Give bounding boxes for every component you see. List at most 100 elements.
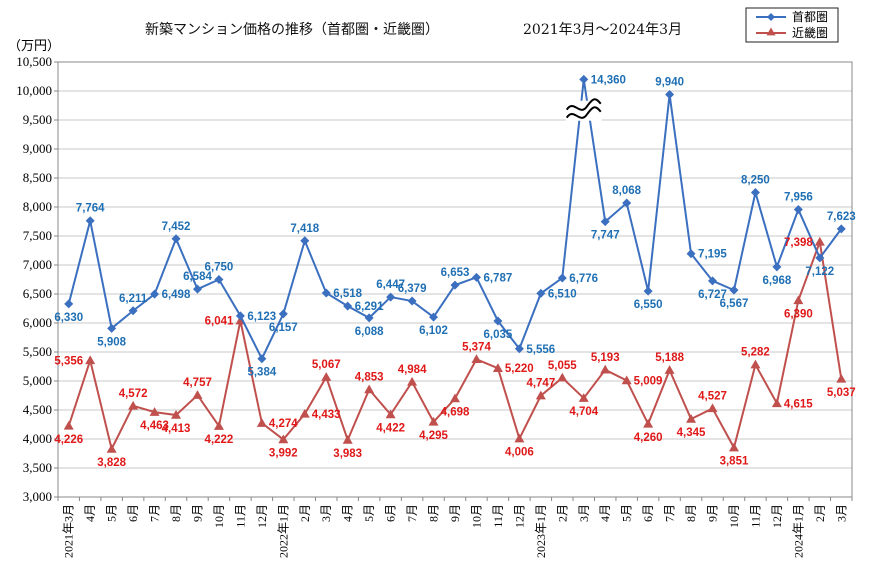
marker-triangle (85, 355, 96, 365)
marker-triangle (278, 434, 289, 444)
data-label: 8,250 (741, 175, 770, 187)
marker-triangle (686, 413, 697, 423)
data-label: 4,413 (162, 423, 191, 435)
data-label: 7,623 (827, 211, 856, 223)
x-tick-label: 12月 (770, 504, 784, 528)
data-label: 6,567 (720, 298, 749, 310)
marker-diamond (171, 234, 181, 244)
legend-marker (766, 27, 776, 36)
data-label: 7,764 (76, 203, 105, 215)
marker-triangle (213, 421, 224, 430)
marker-triangle (664, 365, 675, 374)
marker-diamond (493, 316, 503, 326)
axis-break-mark (565, 98, 602, 121)
marker-triangle (299, 408, 310, 418)
data-label: 4,747 (526, 378, 555, 390)
data-label: 4,260 (634, 432, 663, 444)
data-label: 6,510 (548, 288, 577, 300)
marker-triangle (192, 390, 203, 399)
marker-triangle (750, 359, 761, 369)
marker-diamond (622, 198, 632, 208)
marker-triangle (535, 390, 546, 400)
y-tick-labels: 3,000 3,500 4,000 4,500 5,000 5,500 6,000 6,500… (16, 54, 52, 504)
data-label: 6,035 (484, 329, 513, 341)
marker-diamond (150, 289, 160, 299)
marker-diamond (343, 301, 353, 311)
data-label: 6,123 (247, 311, 276, 323)
data-label: 4,422 (376, 423, 405, 435)
data-label: 7,418 (290, 223, 319, 235)
y-axis-label: （万円） (8, 38, 60, 53)
marker-diamond (429, 312, 439, 322)
series-shutoken (64, 74, 846, 364)
data-label: 3,992 (269, 447, 298, 459)
data-label: 4,615 (784, 398, 813, 410)
y-tick-label: 7,000 (23, 257, 52, 272)
marker-diamond (514, 344, 524, 354)
data-label: 4,698 (441, 407, 470, 419)
x-tick-label: 11月 (748, 504, 762, 528)
y-tick-label: 10,500 (16, 54, 52, 69)
data-label: 6,518 (333, 288, 362, 300)
y-tick-label: 4,000 (23, 431, 52, 446)
data-label: 5,374 (462, 341, 491, 353)
data-label: 4,757 (183, 377, 212, 389)
y-tick-label: 10,000 (16, 83, 52, 98)
marker-diamond (836, 224, 846, 234)
data-label: 3,983 (333, 448, 362, 460)
x-tick-label: 10月 (469, 504, 483, 528)
x-tick-label: 8月 (427, 504, 441, 522)
x-tick-label: 9月 (448, 504, 462, 522)
series-line (67, 79, 843, 362)
y-tick-label: 7,500 (23, 228, 52, 243)
x-tick-label: 9月 (190, 504, 204, 522)
data-label: 6,968 (763, 275, 792, 287)
data-label: 6,390 (784, 308, 813, 320)
data-label: 6,584 (183, 271, 212, 283)
data-label: 4,984 (398, 364, 427, 376)
marker-triangle (793, 295, 804, 305)
data-label: 5,193 (591, 352, 620, 364)
data-label: 4,274 (269, 418, 298, 430)
marker-triangle (600, 364, 611, 374)
marker-triangle (385, 409, 396, 419)
x-tick-label: 3月 (319, 504, 333, 522)
data-label: 5,356 (54, 355, 83, 367)
y-tick-label: 6,000 (23, 315, 52, 330)
marker-diamond (386, 292, 396, 302)
data-label: 5,055 (548, 360, 577, 372)
marker-diamond (407, 296, 417, 306)
x-tick-label: 7月 (663, 504, 677, 522)
marker-diamond (107, 323, 117, 333)
marker-triangle (342, 434, 353, 444)
data-label: 4,295 (419, 430, 448, 442)
x-tick-label: 5月 (362, 504, 376, 522)
data-label: 4,463 (140, 420, 169, 432)
data-label: 6,750 (205, 262, 234, 274)
x-tick-label: 7月 (405, 504, 419, 522)
data-label: 5,009 (634, 375, 663, 387)
y-tick-label: 5,500 (23, 344, 52, 359)
marker-diamond (235, 311, 245, 321)
y-tick-label: 6,500 (23, 286, 52, 301)
data-label: 5,384 (247, 367, 276, 379)
legend-shutoken-label: 首都圏 (792, 10, 828, 24)
x-tick-label: 5月 (105, 504, 119, 522)
x-tick-label: 3月 (577, 504, 591, 522)
data-label: 4,704 (569, 406, 598, 418)
data-label: 6,088 (355, 326, 384, 338)
legend: 首都圏 近畿圏 (745, 7, 839, 43)
x-tick-label: 10月 (212, 504, 226, 528)
data-label: 4,572 (119, 388, 148, 400)
marker-triangle (364, 384, 375, 394)
data-label: 5,908 (97, 336, 126, 348)
x-tick-label: 2月 (813, 504, 827, 522)
marker-diamond (579, 74, 589, 84)
y-tick-label: 3,000 (23, 489, 52, 504)
marker-triangle (128, 400, 139, 410)
data-label: 4,222 (205, 434, 234, 446)
x-tick-label: 6月 (384, 504, 398, 522)
x-tick-label: 5月 (620, 504, 634, 522)
legend-shutoken-sample (756, 13, 786, 21)
marker-diamond (600, 217, 610, 227)
